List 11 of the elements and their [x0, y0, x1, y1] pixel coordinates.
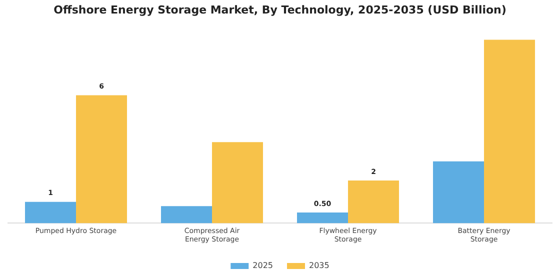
bar: [484, 40, 535, 224]
bar: [161, 206, 212, 224]
bar: [348, 180, 399, 224]
bar: [433, 161, 484, 224]
bar: [76, 95, 127, 224]
bar: [25, 202, 76, 224]
bar: [297, 212, 348, 224]
chart-title: Offshore Energy Storage Market, By Technology, 2025-2035 (USD Billion): [54, 3, 506, 16]
bar: [212, 142, 263, 224]
legend-label: 2025: [252, 261, 273, 270]
legend-label: 2035: [309, 261, 330, 270]
